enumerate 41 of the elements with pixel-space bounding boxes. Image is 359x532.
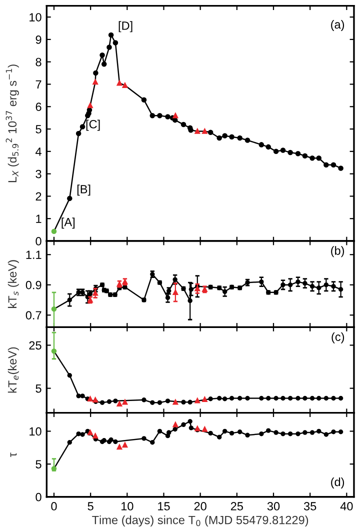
x-tick-label: 20: [194, 502, 206, 510]
y-tick-label: 8: [36, 58, 42, 66]
x-tick-label: 40: [340, 502, 353, 510]
annotation: [A]: [62, 218, 75, 229]
annotation: (c): [332, 332, 344, 344]
y-axis-title: τ: [10, 452, 17, 458]
x-tick-label: 5: [88, 502, 94, 510]
y-tick-label: 1: [36, 214, 42, 223]
y-tick-label: 3: [36, 170, 42, 178]
y-tick-label: 7: [36, 80, 42, 89]
y-axis-title: kT$_{s}$ (keV): [8, 260, 19, 308]
y-tick-label: 25: [29, 341, 42, 350]
y-tick-label: 4: [36, 148, 42, 156]
x-tick-label: 35: [304, 502, 316, 510]
y-tick-label: 5: [36, 125, 42, 134]
text: L$_{X}$ (d$_{5.9}$$^{2}$ 10$^{37}$ erg s$^{−1}$): [6, 64, 19, 182]
annotation: [B]: [77, 184, 90, 196]
y-axis-title: kT$_{e}$(keV): [8, 347, 19, 393]
y-tick-label: 0.9: [26, 280, 42, 290]
annotation: (b): [331, 246, 344, 258]
x-tick-label: 0: [51, 502, 57, 510]
x-tick-label: 15: [158, 502, 170, 510]
y-tick-label: 6: [36, 102, 42, 112]
y-tick-label: 1.1: [26, 250, 42, 259]
y-tick-label: 5: [36, 460, 42, 468]
x-axis-title: Time (days) since T$_{0}$ (MJD 55479.81229): [92, 516, 308, 527]
y-tick-label: 0: [36, 492, 42, 502]
y-tick-label: 5: [36, 384, 42, 393]
y-tick-label: 10: [30, 13, 42, 22]
x-tick-label: 25: [230, 502, 243, 510]
annotation: (d): [331, 477, 344, 488]
x-tick-label: 30: [267, 502, 280, 510]
x-tick-label: 10: [121, 502, 134, 510]
annotation: [C]: [86, 120, 100, 131]
y-tick-label: 9: [36, 35, 42, 44]
annotation: (a): [331, 20, 344, 31]
y-tick-label: 10: [30, 427, 42, 436]
y-tick-label: 0: [36, 237, 42, 246]
y-tick-label: 2: [36, 192, 42, 200]
annotation: [D]: [118, 21, 132, 32]
y-tick-label: 0.7: [26, 311, 42, 320]
